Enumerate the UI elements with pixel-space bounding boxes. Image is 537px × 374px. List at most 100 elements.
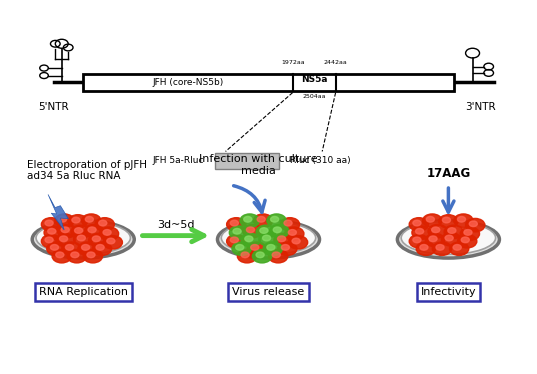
- Text: Virus release: Virus release: [233, 287, 304, 297]
- Ellipse shape: [36, 221, 130, 254]
- Circle shape: [44, 226, 63, 239]
- Circle shape: [444, 225, 463, 239]
- Circle shape: [233, 229, 241, 234]
- Text: 1972aa: 1972aa: [281, 59, 304, 64]
- Circle shape: [227, 218, 246, 231]
- Circle shape: [230, 237, 238, 243]
- Circle shape: [48, 229, 56, 234]
- Text: JFH 5a-Rluc: JFH 5a-Rluc: [153, 156, 204, 165]
- Text: Infectivity: Infectivity: [420, 287, 476, 297]
- Circle shape: [461, 237, 469, 243]
- Circle shape: [469, 221, 477, 227]
- Circle shape: [247, 242, 266, 255]
- Circle shape: [453, 245, 461, 250]
- Text: Rluc (310 aa): Rluc (310 aa): [290, 156, 351, 165]
- Circle shape: [253, 214, 273, 227]
- Circle shape: [107, 238, 115, 244]
- Circle shape: [464, 230, 472, 235]
- Circle shape: [96, 245, 104, 250]
- Circle shape: [85, 217, 93, 222]
- Circle shape: [267, 214, 286, 227]
- Circle shape: [241, 233, 260, 247]
- Circle shape: [268, 249, 288, 263]
- Circle shape: [271, 217, 279, 222]
- Circle shape: [82, 245, 90, 250]
- Circle shape: [57, 224, 77, 238]
- Circle shape: [45, 237, 53, 243]
- Circle shape: [68, 215, 88, 228]
- Bar: [83, 74, 454, 91]
- Circle shape: [71, 225, 90, 239]
- Circle shape: [55, 214, 74, 227]
- Circle shape: [232, 242, 251, 255]
- Circle shape: [432, 227, 440, 233]
- Circle shape: [243, 224, 262, 238]
- Text: 3d~5d: 3d~5d: [157, 220, 194, 230]
- Circle shape: [257, 217, 265, 222]
- Circle shape: [87, 252, 95, 258]
- Circle shape: [89, 233, 108, 247]
- Text: 17AAG: 17AAG: [426, 166, 470, 180]
- Circle shape: [50, 245, 59, 250]
- Circle shape: [272, 252, 280, 258]
- Circle shape: [92, 236, 100, 242]
- Circle shape: [416, 242, 436, 255]
- Circle shape: [263, 242, 282, 255]
- Circle shape: [413, 237, 421, 243]
- Circle shape: [426, 217, 434, 222]
- Circle shape: [227, 234, 246, 248]
- Circle shape: [439, 215, 458, 228]
- Circle shape: [442, 217, 451, 223]
- Circle shape: [241, 252, 249, 258]
- Circle shape: [428, 224, 447, 238]
- Circle shape: [252, 249, 272, 263]
- Circle shape: [47, 242, 66, 255]
- Circle shape: [288, 236, 308, 249]
- Circle shape: [285, 227, 304, 240]
- Circle shape: [429, 236, 437, 242]
- Circle shape: [288, 230, 296, 235]
- Circle shape: [420, 245, 428, 250]
- Circle shape: [412, 226, 431, 239]
- Circle shape: [99, 227, 119, 240]
- Circle shape: [246, 227, 255, 233]
- Text: Electroporation of pJFH
ad34 5a Rluc RNA: Electroporation of pJFH ad34 5a Rluc RNA: [27, 160, 147, 181]
- Circle shape: [256, 252, 264, 258]
- Text: NS5a: NS5a: [301, 75, 328, 84]
- Circle shape: [278, 242, 297, 255]
- Circle shape: [84, 224, 104, 238]
- Circle shape: [71, 252, 79, 258]
- Circle shape: [77, 235, 85, 241]
- Circle shape: [59, 217, 67, 222]
- Circle shape: [458, 234, 477, 248]
- Circle shape: [230, 220, 238, 226]
- Circle shape: [103, 230, 111, 235]
- Circle shape: [413, 220, 421, 226]
- Circle shape: [229, 226, 249, 239]
- Circle shape: [52, 249, 71, 263]
- Circle shape: [267, 245, 275, 250]
- Circle shape: [240, 214, 259, 227]
- Text: 2504aa: 2504aa: [302, 94, 326, 99]
- Circle shape: [72, 217, 80, 223]
- Circle shape: [448, 228, 456, 233]
- Ellipse shape: [221, 221, 316, 254]
- Ellipse shape: [397, 221, 499, 258]
- Circle shape: [281, 245, 289, 250]
- Circle shape: [56, 252, 64, 258]
- Circle shape: [66, 245, 74, 250]
- Circle shape: [449, 242, 469, 255]
- Circle shape: [78, 242, 97, 255]
- Circle shape: [445, 235, 453, 241]
- Circle shape: [284, 220, 292, 226]
- Circle shape: [56, 233, 75, 247]
- Circle shape: [83, 249, 103, 263]
- Circle shape: [273, 227, 281, 233]
- Circle shape: [441, 233, 461, 246]
- Circle shape: [432, 242, 452, 255]
- Circle shape: [61, 227, 69, 233]
- Bar: [215, 153, 279, 169]
- Circle shape: [103, 236, 122, 249]
- Circle shape: [259, 233, 278, 246]
- Circle shape: [460, 227, 480, 240]
